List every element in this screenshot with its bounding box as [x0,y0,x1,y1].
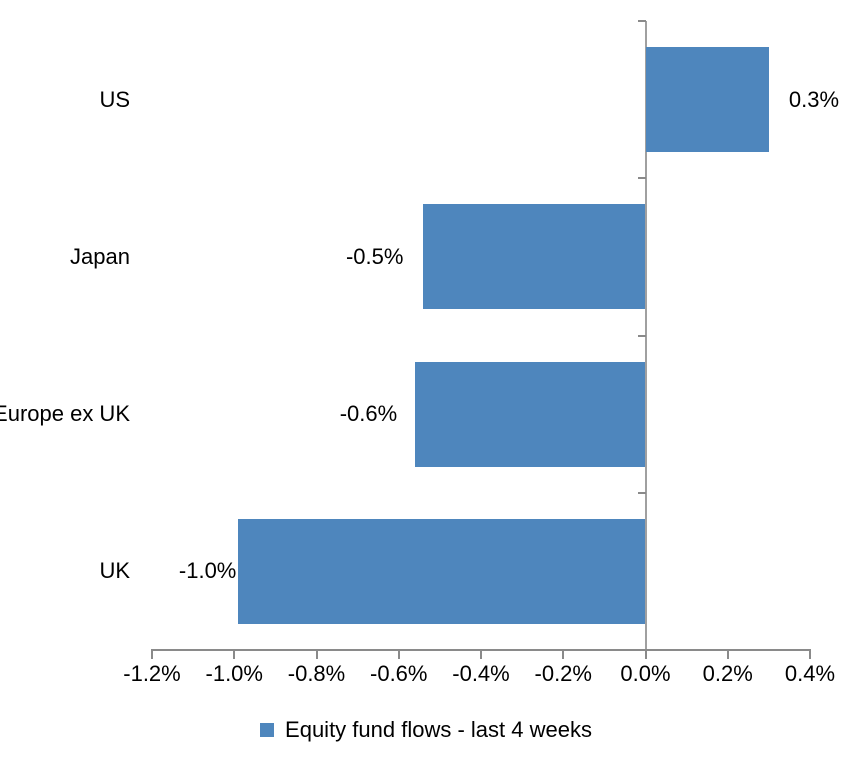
category-axis-tick [637,334,646,337]
x-tick-label: 0.2% [702,661,753,686]
x-axis-line [151,649,811,651]
x-axis-tick [809,651,811,659]
bar-japan [423,204,646,310]
x-tick-label: 0.0% [620,661,671,686]
x-tick-label: -0.8% [287,661,346,686]
x-axis-tick [644,651,647,659]
bar-uk [238,518,646,624]
x-tick-label: -0.4% [452,661,510,686]
legend-label: Equity fund flows - last 4 weeks [285,717,592,742]
x-axis-tick [726,651,729,659]
x-tick-label: -1.2% [123,661,181,686]
bar-us [645,47,769,153]
category-axis-tick [637,20,646,22]
x-axis-tick [562,651,565,659]
x-axis-tick [397,651,400,659]
data-label-europe-ex-uk: -0.6% [339,401,398,427]
x-axis-tick [315,651,318,659]
x-tick-label: -0.2% [534,661,592,686]
legend: Equity fund flows - last 4 weeks [0,714,852,746]
x-axis-tick [233,651,236,659]
x-axis-tick [480,651,482,659]
category-axis-tick [637,491,646,494]
zero-axis-line [644,21,647,651]
x-tick-label: -1.0% [205,661,263,686]
category-label-us: US [99,86,130,112]
category-label-japan: Japan [70,243,130,269]
x-tick-label: -0.6% [370,661,428,686]
category-axis-tick [637,177,646,180]
legend-marker-icon [260,723,275,737]
category-label-uk: UK [99,558,130,584]
data-label-japan: -0.5% [345,243,404,269]
data-label-us: 0.3% [788,86,840,112]
data-label-uk: -1.0% [178,558,237,584]
bar-europe-ex-uk [415,361,646,467]
x-axis-tick [151,651,153,659]
category-label-europe-ex-uk: Europe ex UK [0,401,130,427]
x-tick-label: 0.4% [784,661,836,686]
